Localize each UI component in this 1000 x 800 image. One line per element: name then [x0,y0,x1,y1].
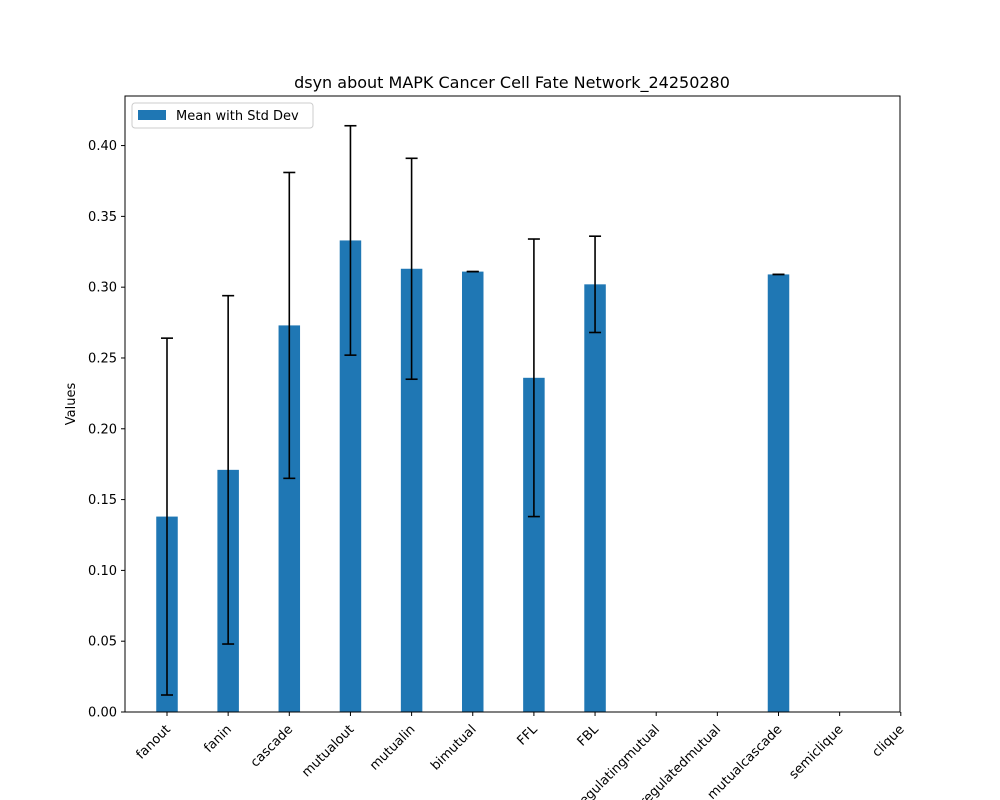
legend-swatch [138,110,166,120]
bars-group [156,240,790,712]
error-bar-FFL [527,238,540,518]
y-tick-label: 0.15 [88,493,117,508]
error-bar-FBL [589,235,602,334]
y-tick-label: 0.25 [88,351,117,366]
y-tick-label: 0.20 [88,422,117,437]
x-axis: fanout fanin cascade mutualout mutualin bimut… [133,712,908,800]
x-tick-label: clique [870,722,908,760]
y-axis: 0.00 0.05 0.10 0.15 0.20 0.25 0.30 0.35 0.40 [88,139,125,721]
error-bar-fanin [222,294,235,645]
legend-box [131,102,314,129]
chart-title: dsyn about MAPK Cancer Cell Fate Network… [294,73,730,93]
error-bar-mutualout [344,124,357,356]
y-tick-label: 0.35 [88,210,117,225]
y-tick-label: 0.30 [88,281,117,296]
bar-FBL [584,284,606,712]
x-tick-label: FBL [575,722,603,750]
bar-bimutual [462,271,484,712]
x-tick-label: fanin [201,722,235,756]
y-tick-label: 0.00 [88,706,117,721]
x-tick-label: mutualin [367,722,418,773]
error-bar-mutualin [405,157,418,381]
bar-cascade [278,325,301,712]
plot-frame [124,95,901,713]
error-bars-group [161,124,785,696]
y-axis-label: Values [64,383,79,426]
bar-mutualout [339,240,362,712]
legend-label: Mean with Std Dev [176,109,299,124]
y-tick-label: 0.05 [88,635,117,650]
y-tick-label: 0.10 [88,564,117,579]
x-tick-label: semiclique [786,722,846,782]
x-tick-label: bimutual [428,722,479,773]
error-bar-cascade [283,171,296,480]
bar-mutualcascade [767,274,790,712]
x-tick-label: FFL [514,722,541,749]
x-tick-label: mutualout [299,722,357,780]
x-tick-label: cascade [248,722,296,770]
x-tick-label: fanout [133,722,173,762]
error-bar-fanout [161,337,173,696]
y-tick-label: 0.40 [88,139,117,154]
legend: Mean with Std Dev [131,102,314,129]
bar-FFL [523,377,545,712]
